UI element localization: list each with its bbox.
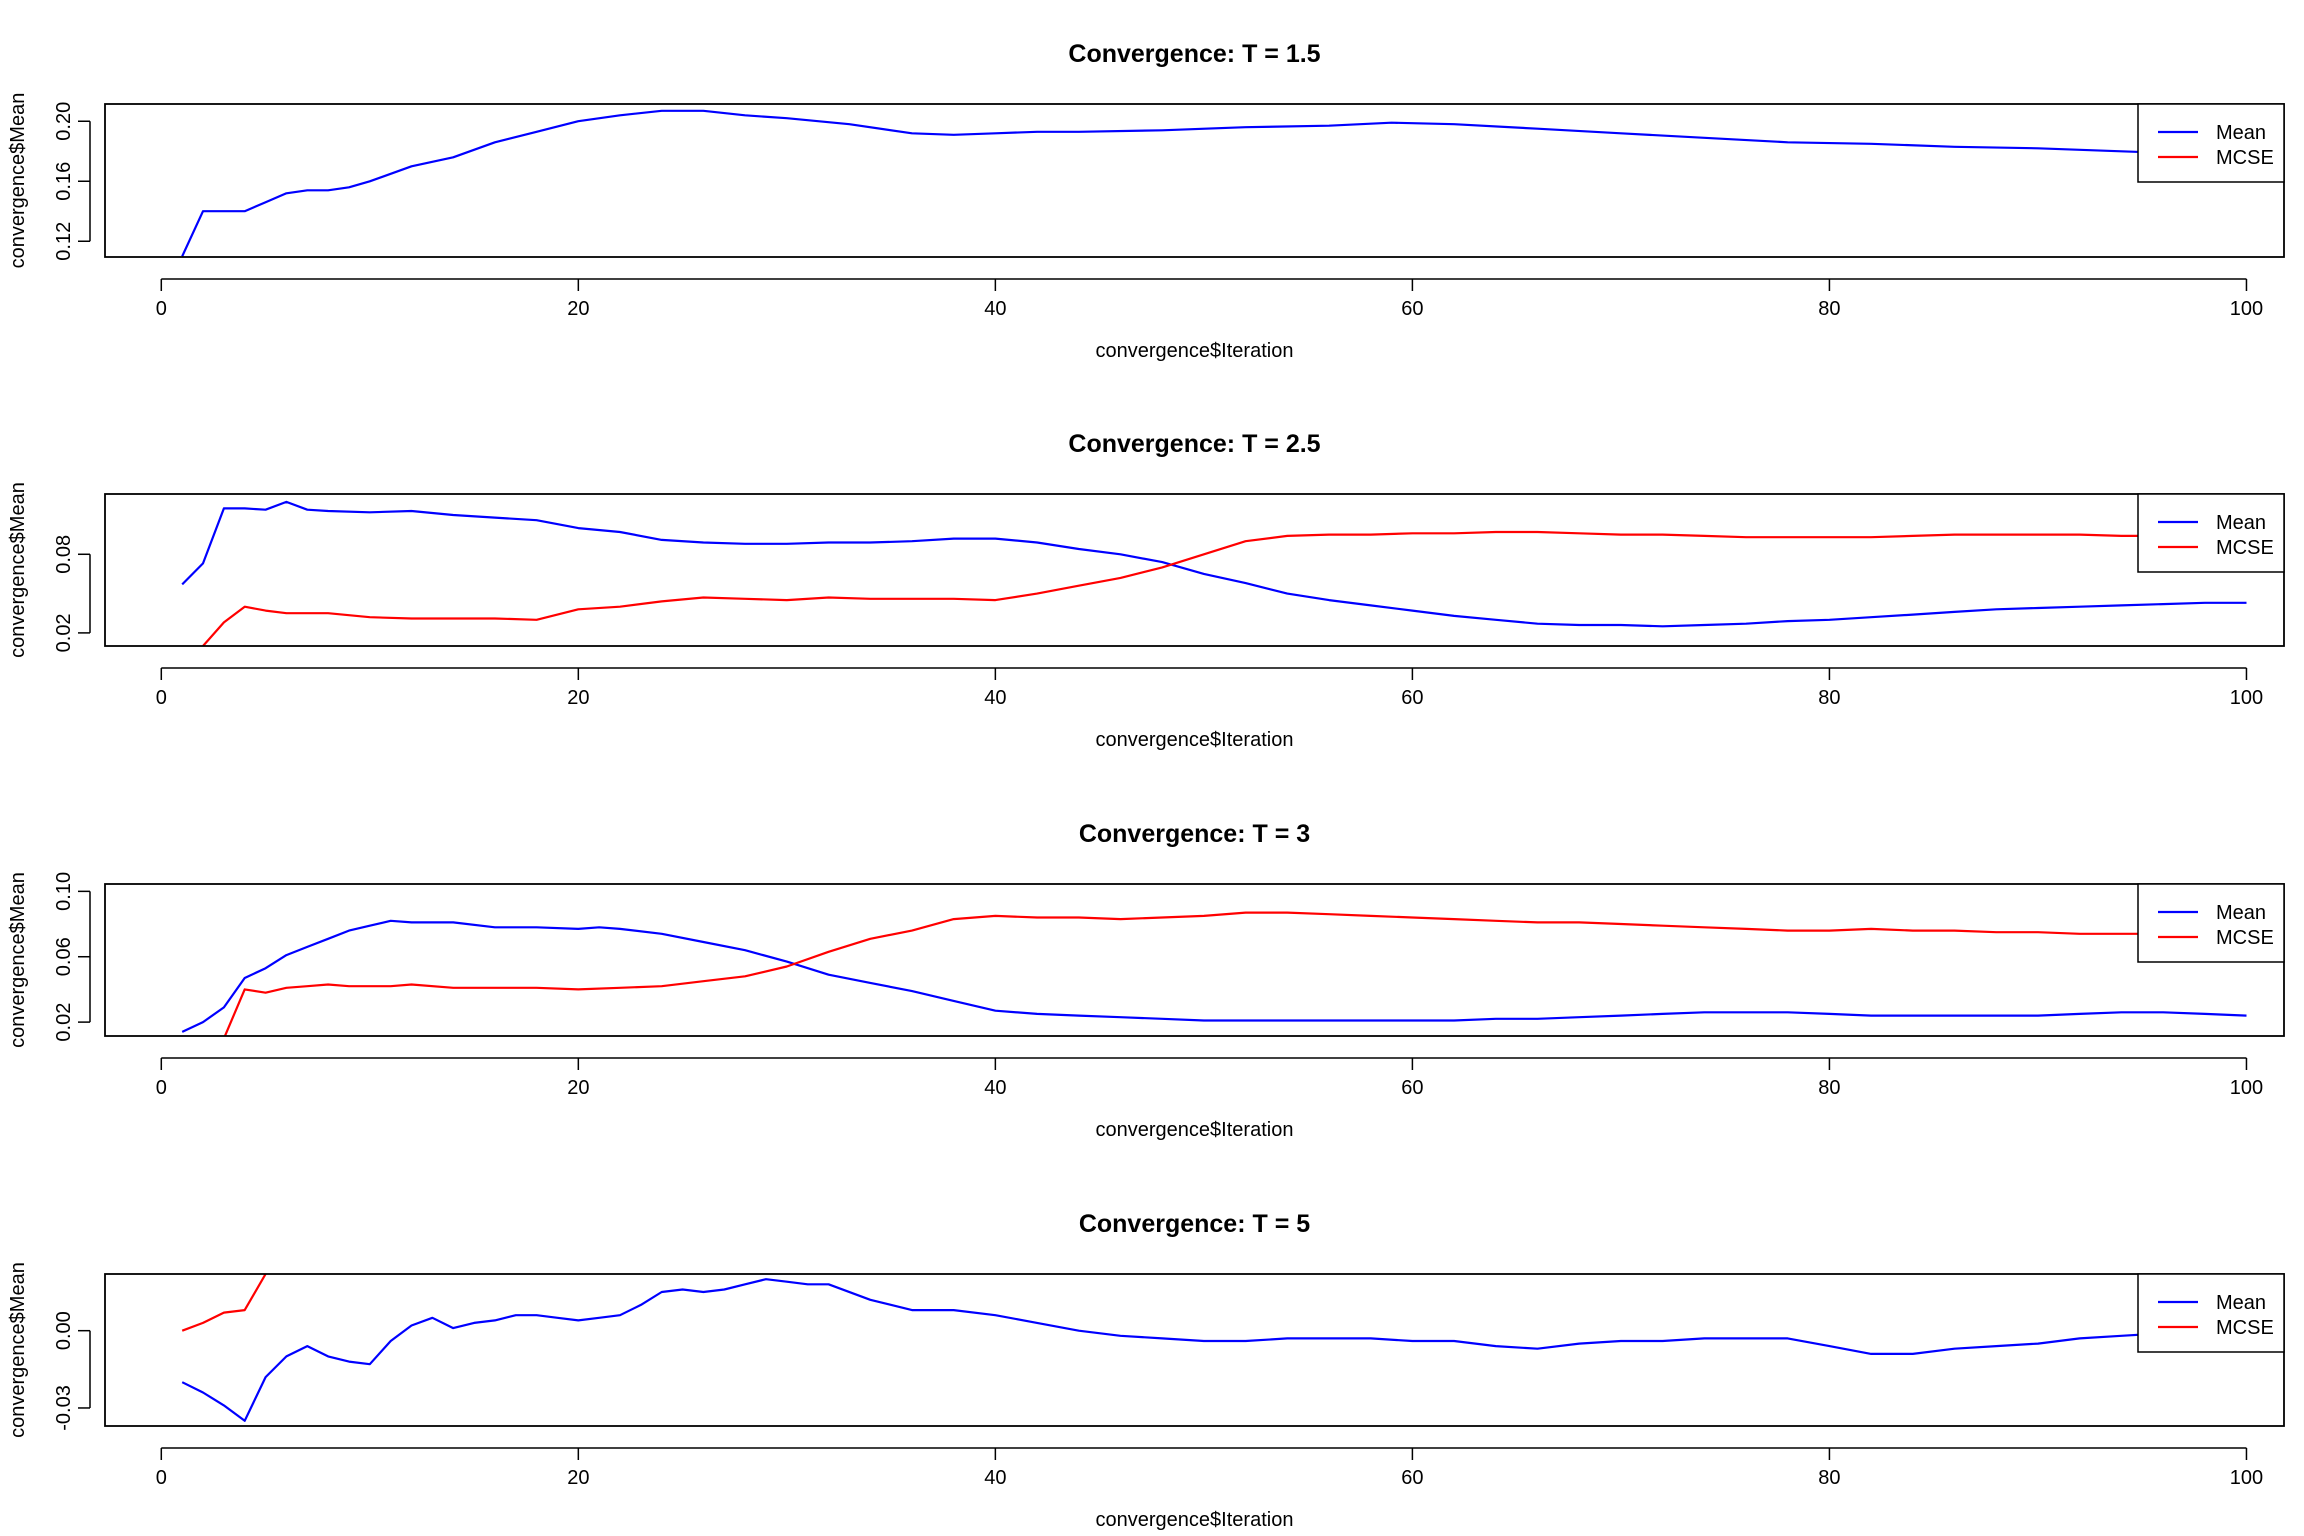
legend-box bbox=[2137, 1273, 2285, 1353]
series-line-mean bbox=[181, 919, 2247, 1033]
legend-label-mean: Mean bbox=[2216, 1292, 2266, 1314]
legend: Mean MCSE bbox=[2137, 103, 2285, 183]
legend-label-mean: Mean bbox=[2216, 122, 2266, 144]
series-line-mean bbox=[181, 500, 2247, 628]
x-tick-label: 0 bbox=[156, 1077, 167, 1099]
legend-box bbox=[2137, 883, 2285, 963]
panel-3: Convergence: T = 3 0 20 40 60 80 100 convergenc… bbox=[7, 820, 2285, 1141]
legend: Mean MCSE bbox=[2137, 493, 2285, 573]
x-tick-label: 100 bbox=[2230, 1467, 2263, 1489]
legend-label-mcse: MCSE bbox=[2216, 537, 2274, 559]
y-tick-label: 0.02 bbox=[53, 1003, 75, 1042]
plot-frame bbox=[104, 1273, 2285, 1427]
y-tick-label: 0.06 bbox=[53, 937, 75, 976]
x-tick-label: 0 bbox=[156, 687, 167, 709]
legend-label-mcse: MCSE bbox=[2216, 1317, 2274, 1339]
x-tick-label: 40 bbox=[984, 1467, 1006, 1489]
y-axis-label: convergence$Mean bbox=[7, 482, 29, 658]
x-axis-label: convergence$Iteration bbox=[1096, 340, 1294, 362]
x-axis-label: convergence$Iteration bbox=[1096, 729, 1294, 751]
legend: Mean MCSE bbox=[2137, 883, 2285, 963]
x-tick-label: 60 bbox=[1401, 298, 1423, 320]
y-tick-label: 0.12 bbox=[53, 222, 75, 261]
x-axis-label: convergence$Iteration bbox=[1096, 1119, 1294, 1141]
plot-frame bbox=[104, 493, 2285, 647]
y-tick-label: 0.00 bbox=[53, 1311, 75, 1350]
legend-box bbox=[2137, 103, 2285, 183]
plot-frame bbox=[104, 883, 2285, 1037]
x-tick-label: 100 bbox=[2230, 1077, 2263, 1099]
legend: Mean MCSE bbox=[2137, 1273, 2285, 1353]
legend-label-mcse: MCSE bbox=[2216, 147, 2274, 169]
x-tick-label: 100 bbox=[2230, 298, 2263, 320]
series-line-mean bbox=[181, 109, 2205, 257]
x-tick-label: 40 bbox=[984, 298, 1006, 320]
x-tick-label: 100 bbox=[2230, 687, 2263, 709]
legend-box bbox=[2137, 493, 2285, 573]
x-tick-label: 20 bbox=[567, 1077, 589, 1099]
legend-label-mean: Mean bbox=[2216, 512, 2266, 534]
series-line-mcse bbox=[223, 911, 2205, 1036]
x-tick-label: 80 bbox=[1818, 298, 1840, 320]
x-tick-label: 20 bbox=[567, 687, 589, 709]
y-tick-label: 0.08 bbox=[53, 535, 75, 574]
x-tick-label: 60 bbox=[1401, 1077, 1423, 1099]
x-tick-label: 20 bbox=[567, 298, 589, 320]
x-tick-label: 80 bbox=[1818, 1077, 1840, 1099]
panel-4: Convergence: T = 5 0 20 40 60 80 100 convergenc… bbox=[7, 1210, 2285, 1531]
legend-label-mcse: MCSE bbox=[2216, 927, 2274, 949]
series-line-mcse bbox=[202, 530, 2205, 646]
chart-title: Convergence: T = 2.5 bbox=[1068, 430, 1320, 458]
chart-title: Convergence: T = 5 bbox=[1079, 1210, 1310, 1238]
y-tick-label: 0.10 bbox=[53, 872, 75, 911]
x-axis-label: convergence$Iteration bbox=[1096, 1509, 1294, 1531]
x-tick-label: 60 bbox=[1401, 687, 1423, 709]
x-tick-label: 80 bbox=[1818, 1467, 1840, 1489]
y-tick-label: 0.02 bbox=[53, 613, 75, 652]
x-tick-label: 60 bbox=[1401, 1467, 1423, 1489]
chart-title: Convergence: T = 1.5 bbox=[1068, 40, 1320, 68]
x-tick-label: 40 bbox=[984, 687, 1006, 709]
x-tick-label: 20 bbox=[567, 1467, 589, 1489]
x-tick-label: 0 bbox=[156, 1467, 167, 1489]
x-tick-label: 40 bbox=[984, 1077, 1006, 1099]
y-tick-label: -0.03 bbox=[53, 1385, 75, 1431]
panel-1: Convergence: T = 1.5 0 20 40 60 80 100 converge… bbox=[7, 40, 2285, 362]
x-tick-label: 80 bbox=[1818, 687, 1840, 709]
plot-frame bbox=[104, 103, 2285, 258]
panel-2: Convergence: T = 2.5 0 20 40 60 80 100 converge… bbox=[7, 430, 2285, 751]
chart-title: Convergence: T = 3 bbox=[1079, 820, 1310, 848]
y-axis-label: convergence$Mean bbox=[7, 93, 29, 269]
y-tick-label: 0.20 bbox=[53, 102, 75, 141]
series-line-mean bbox=[181, 1278, 2205, 1422]
x-tick-label: 0 bbox=[156, 298, 167, 320]
series-line-mcse bbox=[181, 1274, 267, 1332]
y-axis-label: convergence$Mean bbox=[7, 1262, 29, 1438]
y-tick-label: 0.16 bbox=[53, 162, 75, 201]
legend-label-mean: Mean bbox=[2216, 902, 2266, 924]
y-axis-label: convergence$Mean bbox=[7, 872, 29, 1048]
